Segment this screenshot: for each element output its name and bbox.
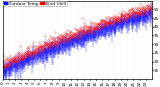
Legend: Outdoor Temp, Wind Chill: Outdoor Temp, Wind Chill	[3, 1, 67, 6]
